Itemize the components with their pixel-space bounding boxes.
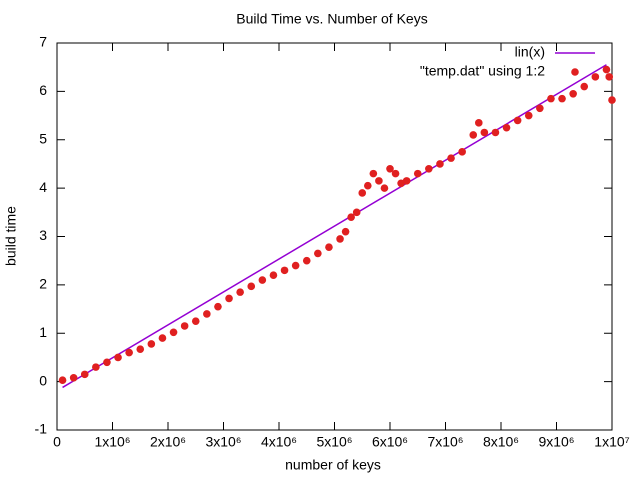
data-point xyxy=(158,334,167,342)
data-point xyxy=(502,123,511,132)
x-tick-label: 8x10⁶ xyxy=(483,434,519,450)
data-point xyxy=(280,266,289,275)
data-point xyxy=(608,96,616,104)
data-point xyxy=(475,119,483,127)
data-point xyxy=(214,302,222,311)
data-point xyxy=(191,317,200,325)
data-point xyxy=(358,189,367,197)
data-point xyxy=(258,276,267,284)
x-tick-label: 0 xyxy=(53,434,61,450)
data-point xyxy=(352,208,361,217)
y-tick-label: 6 xyxy=(39,82,47,98)
data-point xyxy=(391,169,400,178)
data-point xyxy=(92,363,100,371)
data-point xyxy=(325,243,333,251)
x-tick-label: 3x10⁶ xyxy=(205,434,241,450)
data-point xyxy=(591,73,600,81)
data-point xyxy=(291,261,300,270)
y-tick-label: 0 xyxy=(39,372,47,388)
data-point xyxy=(447,154,455,162)
y-axis-label: build time xyxy=(3,206,19,266)
data-point xyxy=(386,164,394,173)
data-point xyxy=(369,169,378,178)
y-tick-label: 2 xyxy=(39,276,47,292)
data-point xyxy=(569,89,577,98)
x-tick-label: 6x10⁶ xyxy=(372,434,408,450)
data-point xyxy=(605,73,614,81)
chart-title: Build Time vs. Number of Keys xyxy=(236,11,427,27)
data-point xyxy=(458,148,466,156)
data-point xyxy=(375,177,383,185)
data-point xyxy=(302,256,311,265)
data-point xyxy=(491,128,500,137)
y-tick-label: -1 xyxy=(35,421,48,437)
data-point xyxy=(169,328,178,337)
data-point xyxy=(536,104,544,113)
data-point xyxy=(136,345,145,354)
data-point xyxy=(58,376,67,384)
y-tick-label: 1 xyxy=(39,324,47,340)
x-tick-label: 1x10⁷ xyxy=(594,434,629,450)
data-point xyxy=(480,128,489,137)
data-point xyxy=(602,65,611,74)
legend-label: "temp.dat" using 1:2 xyxy=(420,63,545,79)
x-tick-label: 2x10⁶ xyxy=(150,434,186,450)
data-point xyxy=(269,271,278,280)
data-point xyxy=(314,249,322,258)
data-point xyxy=(558,94,566,103)
legend-point-sample xyxy=(571,68,579,76)
x-tick-label: 5x10⁶ xyxy=(316,434,352,450)
x-tick-label: 7x10⁶ xyxy=(427,434,463,450)
data-point xyxy=(341,227,350,236)
data-point xyxy=(247,282,256,291)
data-point xyxy=(524,111,533,120)
data-point xyxy=(180,322,189,330)
data-point xyxy=(425,164,433,173)
data-point xyxy=(336,235,344,243)
x-axis-label: number of keys xyxy=(285,457,381,473)
data-point xyxy=(103,358,111,367)
data-point xyxy=(203,310,211,318)
data-point xyxy=(114,353,122,362)
legend-label: lin(x) xyxy=(515,44,545,60)
function-line xyxy=(62,64,607,389)
data-point xyxy=(125,348,133,357)
data-point xyxy=(469,131,478,139)
x-tick-label: 4x10⁶ xyxy=(261,434,297,450)
data-point xyxy=(347,213,355,221)
data-point xyxy=(236,288,244,296)
plot-border xyxy=(56,42,613,431)
y-tick-label: 3 xyxy=(39,227,47,243)
data-point xyxy=(69,373,78,382)
x-tick-label: 1x10⁶ xyxy=(94,434,130,450)
data-point xyxy=(80,370,89,379)
data-point xyxy=(513,116,522,125)
data-point xyxy=(147,340,156,348)
y-tick-label: 5 xyxy=(39,130,47,146)
data-point xyxy=(380,184,389,192)
data-point xyxy=(413,169,422,178)
data-point xyxy=(225,294,233,303)
y-tick-label: 7 xyxy=(39,34,47,50)
data-point xyxy=(402,177,411,185)
data-point xyxy=(364,181,372,190)
y-tick-label: 4 xyxy=(39,179,47,195)
data-point xyxy=(580,82,589,91)
x-tick-label: 9x10⁶ xyxy=(538,434,574,450)
data-point xyxy=(436,160,444,168)
data-point xyxy=(547,94,555,103)
